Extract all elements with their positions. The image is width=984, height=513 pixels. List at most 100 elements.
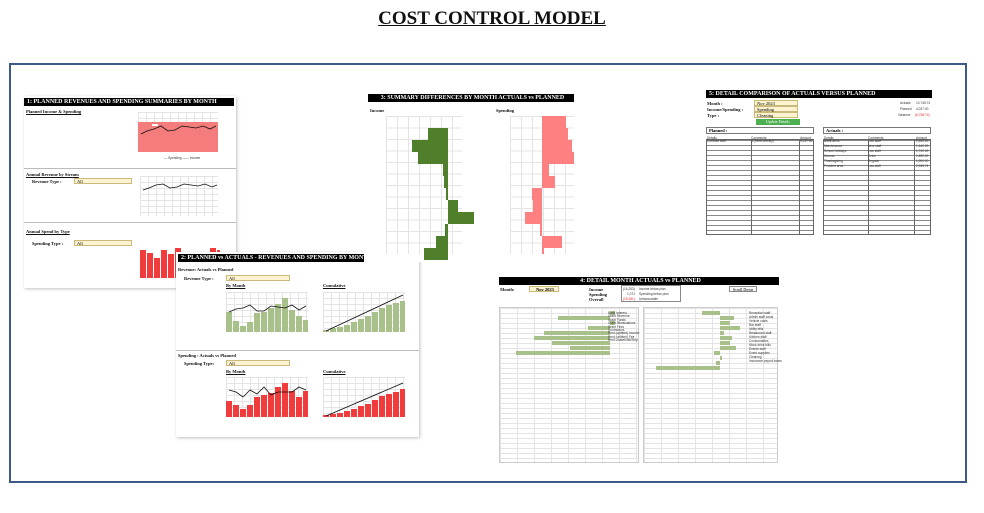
actuals-row-details: Maintenance <box>824 144 843 148</box>
spending-item: Mock drink bills <box>749 343 771 347</box>
actuals-row-comments: Low staff <box>868 149 881 153</box>
actuals-col-details: Details <box>824 136 834 140</box>
annual-spend-title: Annual Spend by Type <box>26 229 70 234</box>
spending-by-month-title: By Month <box>226 369 246 374</box>
income-items-list: Bank Interest Grant Revenue Grant Funds … <box>608 311 639 342</box>
p2-spending-type-select[interactable]: All <box>226 360 290 366</box>
spending-item: Admin staff costs <box>749 315 774 319</box>
actuals-value: 10,745.74 <box>916 101 931 105</box>
actuals-col-comments: Comments <box>868 136 884 140</box>
month-label: Month : <box>707 101 723 106</box>
planned-table <box>706 139 814 235</box>
page-title: COST CONTROL MODEL <box>378 8 606 29</box>
annual-revenue-title: Annual Revenue by Stream <box>26 172 79 177</box>
panel-detail-month: 4: DETAIL MONTH ACTUALS vs PLANNED Month… <box>497 275 782 465</box>
planned-row-comments: 4 (Semi-weekly) <box>751 139 774 143</box>
actuals-row-amount: 1,000.00 <box>916 159 929 163</box>
panel-planned-vs-actuals: 2: PLANNED vs ACTUALS - REVENUES AND SPE… <box>176 252 419 437</box>
income-diff-chart <box>386 116 474 260</box>
annual-revenue-chart <box>140 176 218 216</box>
actuals-row-amount: 1,640.00 <box>916 144 929 148</box>
planned-row-amount: 4,037.00 <box>800 139 813 143</box>
p2-revenue-type-label: Revenue Type : <box>184 276 214 281</box>
income-item: Bank Interest <box>608 311 627 315</box>
scroll-down-button[interactable]: Scroll Down <box>729 286 757 292</box>
p4-month-select[interactable]: Nov 2023 <box>529 286 559 292</box>
spending-item: Events staff <box>749 347 766 351</box>
spending-type-label: Spending Type : <box>32 241 64 246</box>
p2-revenue-type-select[interactable]: All <box>226 275 290 281</box>
type-label: Type : <box>707 113 720 118</box>
income-item: Rent Leasehold/Strip <box>608 338 638 343</box>
p4-spending-text: Spending below plan <box>639 292 669 296</box>
income-item: Rent (uplifted) Income <box>608 331 640 336</box>
spending-item: Kitchen staff <box>749 335 767 339</box>
actuals-row-comments: Regular <box>868 159 880 163</box>
actuals-row-amount: 2,935.74 <box>916 164 929 168</box>
month-select[interactable]: Nov 2023 <box>754 100 798 106</box>
income-item: Contractors <box>608 327 625 332</box>
update-details-button[interactable]: Update Details <box>756 119 800 125</box>
spending-type-select[interactable]: All <box>74 240 132 246</box>
actuals-row-details: School holidays <box>824 149 847 153</box>
spending-item: Vehicle costs <box>749 319 768 323</box>
actuals-row-details: Normal <box>824 154 835 158</box>
actuals-row-comments: Low staff <box>868 139 881 143</box>
variance-value: (6,708.74) <box>915 113 930 117</box>
spending-detail-chart <box>643 307 778 463</box>
spending-cumulative-title: Cumulative <box>323 369 346 374</box>
income-item: Grant Revaluations <box>608 321 636 326</box>
actuals-title: Actuals : <box>823 127 931 134</box>
planned-income-spending-chart <box>138 112 218 152</box>
actuals-row-amount: 1,890.00 <box>916 154 929 158</box>
p4-summary-box <box>621 285 681 302</box>
panel2-header: 2: PLANNED vs ACTUALS - REVENUES AND SPE… <box>178 254 364 262</box>
actuals-row-details: Thanksgiving <box>824 159 843 163</box>
panel-planned-summaries: 1: PLANNED REVENUES AND SPENDING SUMMARI… <box>24 96 236 288</box>
planned-row-details: Contract staff <box>707 139 726 143</box>
income-item: Grant Fees <box>608 324 624 329</box>
planned-col-comments: Comments <box>751 136 767 140</box>
revenue-by-month-chart <box>226 292 308 332</box>
spending-diff-title: Spending <box>496 108 515 113</box>
spending-items-list: Reception staff Admin staff costs Vehicl… <box>749 311 782 363</box>
spending-item: Insurance payroll taxes <box>749 359 782 363</box>
revenue-type-select[interactable]: All <box>74 178 132 184</box>
spending-diff-chart <box>510 116 574 254</box>
actuals-row-details: Bathrooms <box>824 139 840 143</box>
spending-item: Event supplies <box>749 351 770 355</box>
type-select[interactable]: Cleaning <box>754 112 798 118</box>
p4-income-text: Income below plan <box>639 287 666 291</box>
p4-overall-label: Overall <box>589 297 604 302</box>
actuals-label: Actuals <box>900 101 911 105</box>
p4-overall-value: (15,181) <box>623 297 635 301</box>
p4-overall-text: Unfavourable <box>639 297 658 301</box>
spending-item: Consumables <box>749 339 769 343</box>
revenue-cumulative-title: Cumulative <box>323 283 346 288</box>
income-diff-title: Income <box>370 108 385 113</box>
income-spending-label: Income/Spending : <box>707 107 744 112</box>
p4-income-label: Income <box>589 287 604 292</box>
revenue-cumulative-chart <box>323 292 405 332</box>
planned-col-amount: Amount <box>800 136 811 140</box>
actuals-row-comments: New staff <box>868 144 882 148</box>
spending-item: Restaurant staff <box>749 331 772 335</box>
spending-item: Reception staff <box>749 311 771 315</box>
actuals-col-amount: Amount <box>916 136 927 140</box>
revenue-by-month-title: By Month <box>226 283 246 288</box>
spending-cumulative-chart <box>323 377 405 417</box>
spending-item: Cleaning <box>749 355 762 359</box>
panel3-header: 3: SUMMARY DIFFERENCES BY MONTH ACTUALS … <box>368 94 574 102</box>
p4-spending-value: 1,072 <box>627 292 635 296</box>
spending-actuals-title: Spending : Actuals vs Planned <box>178 353 237 358</box>
income-item: Grant Revenue <box>608 314 630 319</box>
spending-item: Bar staff <box>749 323 761 327</box>
actuals-row-comments: Extra <box>868 154 876 158</box>
income-spending-select[interactable]: Spending <box>754 106 798 112</box>
panel-detail-comparison: 5: DETAIL COMPARISON OF ACTUALS VERSUS P… <box>704 88 938 238</box>
planned-value: 4,037.00 <box>916 107 929 111</box>
panel5-header: 5: DETAIL COMPARISON OF ACTUALS VERSUS P… <box>706 90 932 98</box>
revenue-type-label: Revenue Type : <box>32 179 62 184</box>
income-item: Rent (unlifted) Fee <box>608 334 635 339</box>
p4-income-value: (16,253) <box>623 287 635 291</box>
